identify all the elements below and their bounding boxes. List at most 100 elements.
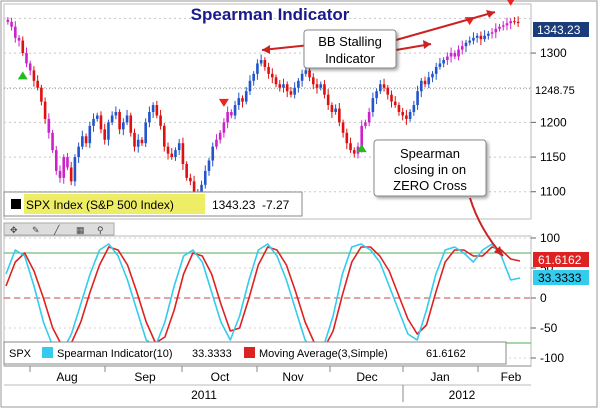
pen-icon[interactable]: ✎ xyxy=(32,225,40,235)
candle-body xyxy=(28,63,32,71)
candle-body xyxy=(326,94,330,106)
candle-body xyxy=(405,115,408,119)
callout-text-1a: BB Stalling xyxy=(318,34,382,49)
month-label: Dec xyxy=(356,370,377,384)
candle-body xyxy=(345,132,349,144)
candle-body xyxy=(99,115,103,130)
candle-body xyxy=(241,98,244,102)
month-label: Aug xyxy=(56,370,77,384)
oscillator-legend: SPX Spearman Indicator(10) 33.3333 Movin… xyxy=(3,341,507,365)
candle-body xyxy=(36,80,39,88)
candle-body xyxy=(386,87,390,95)
candle-body xyxy=(192,181,196,192)
candle-body xyxy=(215,139,218,147)
candle-body xyxy=(498,26,501,29)
candle-body xyxy=(401,112,404,116)
callout-box-1 xyxy=(303,29,397,69)
level-label: 1248.75 xyxy=(535,85,575,97)
last-price-tag xyxy=(533,22,589,37)
candle-body xyxy=(427,77,431,85)
grid-icon[interactable]: ▦ xyxy=(76,225,85,235)
legend-ma-name: Moving Average(3,Simple) xyxy=(259,348,388,360)
candle-body xyxy=(319,84,323,88)
callout-arrowhead-1 xyxy=(262,45,270,54)
candle-body xyxy=(393,101,397,106)
zoom-icon[interactable]: ⚲ xyxy=(97,225,104,235)
candle-body xyxy=(51,132,54,151)
callout-zero-cross: Spearman closing in on ZERO Cross xyxy=(373,139,504,257)
candle-body xyxy=(47,118,51,133)
candle-body xyxy=(25,53,28,64)
callout-arrowhead-2 xyxy=(423,40,431,49)
price-tick-label: 1300 xyxy=(540,46,567,60)
candle-body xyxy=(77,146,80,158)
last-price-label: 1343.23 xyxy=(537,23,581,37)
candle-body xyxy=(151,105,155,112)
callout-text-2a: Spearman xyxy=(400,146,460,161)
year-label-2012: 2012 xyxy=(449,388,476,402)
sell-marker xyxy=(507,0,515,6)
candle-body xyxy=(282,84,285,88)
candle-body xyxy=(300,73,304,81)
candle-body xyxy=(162,125,166,147)
osc-series-line xyxy=(5,246,521,350)
candle-body xyxy=(226,112,229,123)
candle-body xyxy=(110,115,114,123)
legend-swatch-spearman xyxy=(42,347,53,358)
candle-body xyxy=(122,122,125,130)
price-axis: 1100 1150 1200 1300 xyxy=(531,46,567,199)
toolbar: ✥ ✎ ╱ ▦ ⚲ xyxy=(3,222,115,236)
month-label: Feb xyxy=(501,370,522,384)
candle-body xyxy=(330,105,334,112)
legend-swatch-ma xyxy=(244,347,255,358)
candle-body xyxy=(252,73,255,81)
candle-body xyxy=(222,122,226,133)
candle-body xyxy=(159,115,162,126)
candle-body xyxy=(334,108,337,112)
candle-body xyxy=(211,146,215,161)
candle-body xyxy=(166,146,170,154)
line-icon[interactable]: ╱ xyxy=(53,224,60,236)
buy-marker xyxy=(356,144,367,153)
candle-body xyxy=(118,112,121,130)
candle-body xyxy=(375,91,378,99)
date-axis: Aug Sep Oct Nov Dec Jan Feb 2011 2012 xyxy=(4,365,531,402)
candle-body xyxy=(103,129,107,140)
candle-body xyxy=(263,60,267,67)
callout-text-1b: Indicator xyxy=(325,51,376,66)
candle-body xyxy=(438,63,442,67)
spearman-value-tag-label: 33.3333 xyxy=(538,271,582,285)
candle-body xyxy=(352,150,356,154)
candle-body xyxy=(442,60,445,64)
candle-body xyxy=(185,164,188,178)
candle-body xyxy=(360,125,364,147)
candle-body xyxy=(446,56,449,60)
osc-tick-label: -100 xyxy=(540,351,564,365)
month-label: Jan xyxy=(430,370,449,384)
candle-body xyxy=(408,112,412,119)
price-tick-label: 1200 xyxy=(540,115,567,129)
candle-body xyxy=(237,98,241,106)
candle-body xyxy=(21,40,25,54)
candle-body xyxy=(267,66,270,74)
candle-body xyxy=(285,84,289,92)
sell-marker xyxy=(218,98,229,107)
month-label: Nov xyxy=(282,370,303,384)
candle-body xyxy=(412,105,416,112)
legend-spearman-name: Spearman Indicator(10) xyxy=(57,348,173,360)
candle-body xyxy=(311,77,315,85)
candle-body xyxy=(490,32,494,34)
candle-body xyxy=(84,136,88,144)
candle-body xyxy=(203,170,207,185)
candle-body xyxy=(107,122,110,140)
move-icon[interactable]: ✥ xyxy=(10,225,18,235)
candle-body xyxy=(133,132,136,147)
candle-body xyxy=(140,139,144,144)
candle-body xyxy=(62,157,66,178)
candle-body xyxy=(449,53,453,57)
month-label: Oct xyxy=(211,370,230,384)
legend-change: -7.27 xyxy=(262,198,290,212)
candle-body xyxy=(289,91,293,95)
candle-body xyxy=(218,132,222,140)
